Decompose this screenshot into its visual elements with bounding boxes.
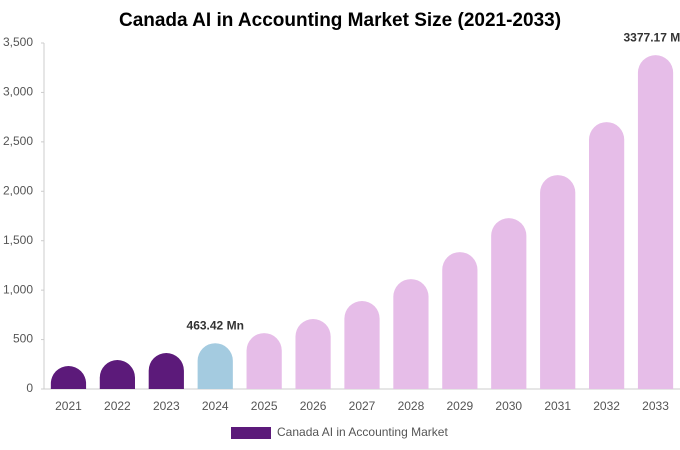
y-tick-label: 2,000 — [3, 183, 33, 197]
chart-title: Canada AI in Accounting Market Size (202… — [119, 10, 561, 31]
y-tick-label: 1,500 — [3, 233, 33, 247]
bar — [197, 343, 233, 389]
x-tick-label: 2033 — [642, 399, 669, 413]
value-label: 463.42 Mn — [187, 318, 244, 332]
bar — [540, 175, 576, 389]
x-tick-label: 2027 — [349, 399, 376, 413]
y-tick-label: 3,000 — [3, 85, 33, 99]
x-tick-label: 2021 — [55, 399, 82, 413]
x-tick-label: 2030 — [495, 399, 522, 413]
legend-swatch — [231, 427, 271, 439]
x-tick-label: 2032 — [593, 399, 620, 413]
bar — [148, 353, 184, 389]
bar — [246, 333, 282, 389]
x-tick-label: 2023 — [153, 399, 180, 413]
y-tick-label: 3,500 — [3, 35, 33, 49]
y-tick-label: 500 — [13, 332, 33, 346]
value-label: 3377.17 Mn — [624, 30, 680, 44]
bar — [344, 301, 380, 389]
bar — [393, 279, 429, 389]
y-tick-label: 1,000 — [3, 282, 33, 296]
bar — [637, 55, 674, 390]
x-tick-label: 2028 — [398, 399, 425, 413]
y-tick-label: 2,500 — [3, 134, 33, 148]
x-tick-label: 2029 — [446, 399, 473, 413]
bar — [589, 122, 625, 389]
bar — [295, 319, 331, 389]
x-tick-label: 2025 — [251, 399, 278, 413]
x-tick-label: 2031 — [544, 399, 571, 413]
x-tick-label: 2024 — [202, 399, 229, 413]
bar — [99, 360, 135, 389]
x-tick-label: 2022 — [104, 399, 131, 413]
bar — [442, 252, 478, 389]
bar — [491, 218, 527, 389]
bar — [50, 365, 87, 389]
y-tick-label: 0 — [26, 381, 33, 395]
x-tick-label: 2026 — [300, 399, 327, 413]
legend-label: Canada AI in Accounting Market — [277, 425, 448, 439]
